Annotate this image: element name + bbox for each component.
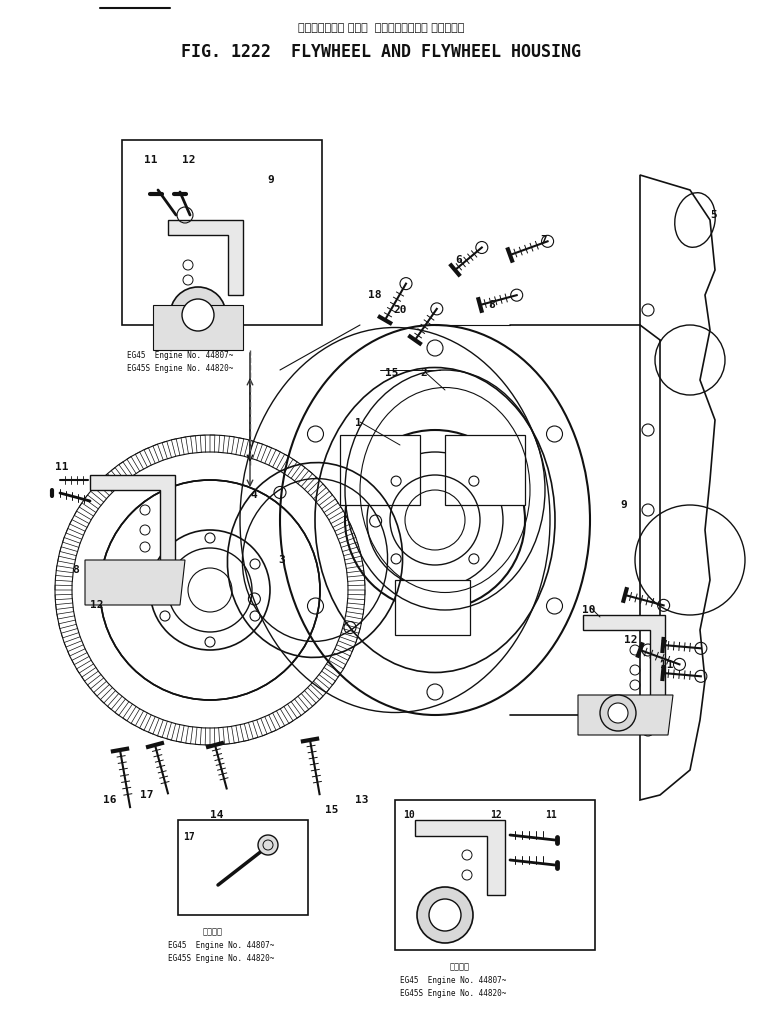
Text: 12: 12: [624, 635, 638, 645]
Text: EG45  Engine No. 44807~: EG45 Engine No. 44807~: [127, 351, 233, 360]
Text: 10: 10: [403, 810, 415, 820]
Text: 17: 17: [140, 790, 153, 800]
Text: 8: 8: [72, 565, 79, 575]
Bar: [122, 140, 322, 325]
Text: 7: 7: [660, 640, 667, 650]
Text: 20: 20: [393, 305, 407, 315]
Text: 12: 12: [182, 155, 195, 165]
Bar: [445, 435, 525, 505]
Text: 12: 12: [90, 600, 104, 610]
Text: EG45S Engine No. 44820~: EG45S Engine No. 44820~: [400, 989, 507, 998]
Text: EG45S Engine No. 44820~: EG45S Engine No. 44820~: [168, 954, 275, 963]
Text: 11: 11: [545, 810, 557, 820]
Text: 11: 11: [660, 660, 674, 670]
Circle shape: [258, 835, 278, 855]
Text: 18: 18: [368, 290, 382, 300]
Text: 適用番号: 適用番号: [167, 337, 187, 346]
Text: 16: 16: [103, 795, 117, 805]
Text: 15: 15: [325, 805, 339, 815]
Polygon shape: [578, 695, 673, 735]
Text: 10: 10: [582, 605, 595, 615]
Circle shape: [182, 299, 214, 331]
Text: EG45  Engine No. 44807~: EG45 Engine No. 44807~: [400, 976, 507, 985]
Text: 適用番号: 適用番号: [450, 962, 470, 971]
Text: 7: 7: [540, 235, 547, 245]
Text: 11: 11: [144, 155, 157, 165]
Bar: [340, 435, 420, 505]
Text: 4: 4: [250, 490, 257, 500]
Text: フライホイール および  フライホイールー ハウジング: フライホイール および フライホイールー ハウジング: [298, 23, 465, 33]
Text: 9: 9: [267, 175, 274, 185]
Text: 14: 14: [210, 810, 224, 820]
Text: 適用番号: 適用番号: [203, 928, 223, 936]
Text: 17: 17: [183, 832, 195, 842]
Circle shape: [429, 899, 461, 931]
Polygon shape: [153, 305, 243, 350]
Polygon shape: [168, 220, 243, 295]
Circle shape: [608, 703, 628, 723]
Circle shape: [170, 287, 226, 343]
Circle shape: [417, 887, 473, 943]
Text: 11: 11: [55, 462, 69, 472]
Polygon shape: [90, 475, 175, 565]
Bar: [395, 580, 470, 635]
Circle shape: [600, 695, 636, 731]
Text: 3: 3: [278, 555, 285, 565]
Text: 13: 13: [355, 795, 369, 805]
Text: 15: 15: [385, 368, 398, 378]
Polygon shape: [85, 560, 185, 605]
Text: 12: 12: [490, 810, 502, 820]
Text: EG45S Engine No. 44820~: EG45S Engine No. 44820~: [127, 364, 233, 373]
Text: 5: 5: [710, 210, 716, 220]
Text: 2: 2: [420, 368, 427, 378]
Polygon shape: [415, 820, 505, 895]
Text: 9: 9: [620, 500, 626, 510]
Text: 8: 8: [488, 300, 494, 310]
Text: 6: 6: [455, 255, 462, 265]
Text: FIG. 1222  FLYWHEEL AND FLYWHEEL HOUSING: FIG. 1222 FLYWHEEL AND FLYWHEEL HOUSING: [182, 43, 581, 61]
Text: 1: 1: [355, 418, 362, 428]
Text: EG45  Engine No. 44807~: EG45 Engine No. 44807~: [168, 941, 275, 950]
Polygon shape: [583, 615, 665, 700]
Bar: [395, 800, 595, 950]
Bar: [178, 820, 308, 915]
